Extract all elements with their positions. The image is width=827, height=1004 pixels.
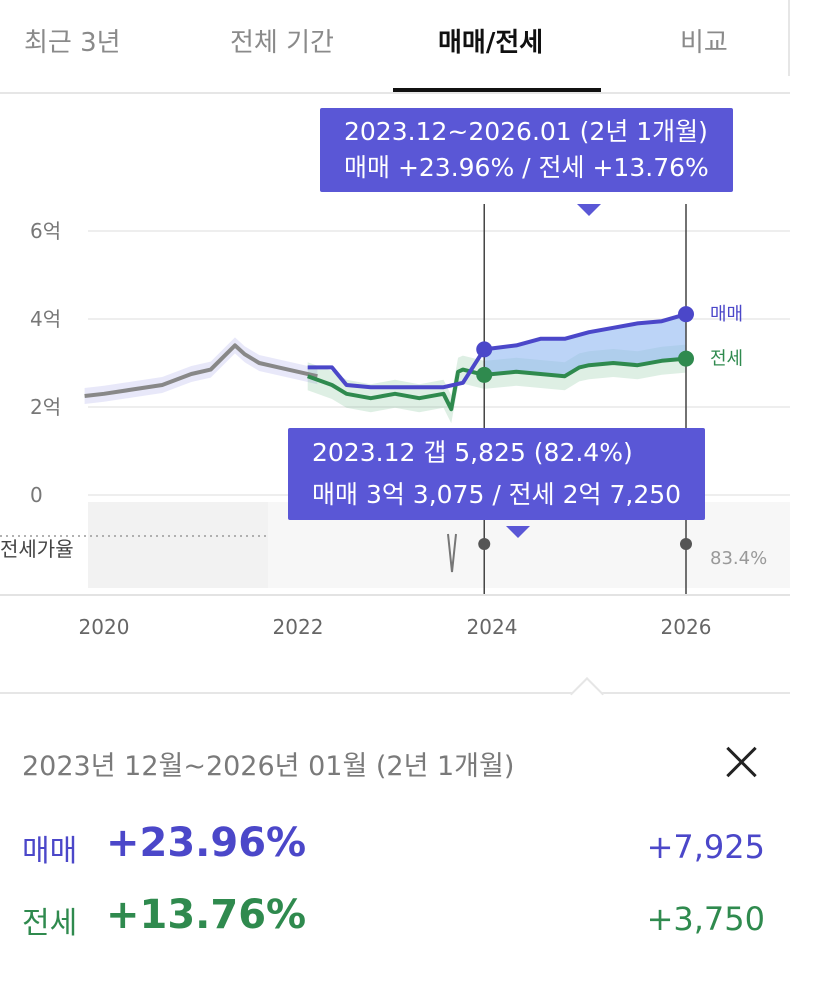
x-tick-label: 2024 <box>467 615 518 639</box>
jeonse-series-label: 전세 <box>710 349 743 370</box>
tab-all-periods[interactable]: 전체 기간 <box>230 28 334 58</box>
gap-tooltip-prices: 매매 3억 3,075 / 전세 2억 7,250 <box>312 480 682 509</box>
active-tab-indicator <box>393 88 601 92</box>
y-tick-label: 6억 <box>30 219 61 243</box>
history-line <box>84 343 318 398</box>
tab-compare[interactable]: 비교 <box>680 28 728 58</box>
sale-series-label: 매매 <box>710 304 743 325</box>
ratio-spike <box>447 533 457 573</box>
range-tooltip: 2023.12~2026.01 (2년 1개월) 매매 +23.96% / 전세… <box>320 108 733 192</box>
range-tooltip-arrow <box>577 204 601 216</box>
jeonse-line <box>307 356 687 412</box>
tab-recent-3-years[interactable]: 최근 3년 <box>24 28 121 58</box>
x-tick-label: 2020 <box>79 615 130 639</box>
y-tick-label: 0 <box>30 483 43 507</box>
jeonse-point-1 <box>678 350 694 367</box>
range-tooltip-period: 2023.12~2026.01 (2년 1개월) <box>344 117 708 146</box>
gap-tooltip-summary: 2023.12 갭 5,825 (82.4%) <box>312 438 633 467</box>
sale-point-0 <box>476 341 493 358</box>
ratio-point-1 <box>680 538 692 550</box>
jeonse-change-amount: +3,750 <box>646 900 765 938</box>
jeonse-change-percent: +13.76% <box>106 892 307 938</box>
gap-tooltip: 2023.12 갭 5,825 (82.4%) 매매 3억 3,075 / 전세… <box>288 428 706 520</box>
tab-sale-jeonse[interactable]: 매매/전세 <box>438 28 544 58</box>
gap-fill <box>484 314 686 377</box>
close-button[interactable] <box>720 740 764 784</box>
sale-label: 매매 <box>22 834 78 869</box>
jeonse-point-0 <box>476 366 493 383</box>
y-tick-label: 2억 <box>30 395 61 419</box>
ratio-band-left <box>88 502 268 588</box>
tab-divider <box>788 0 790 76</box>
y-tick-label: 4억 <box>30 307 61 331</box>
ratio-point-0 <box>478 538 491 550</box>
ratio-end-label: 83.4% <box>710 548 767 569</box>
x-tick-label: 2026 <box>661 615 712 639</box>
sale-change-percent: +23.96% <box>106 820 307 866</box>
sale-change-amount: +7,925 <box>646 828 765 866</box>
x-tick-label: 2022 <box>273 615 324 639</box>
range-tooltip-change: 매매 +23.96% / 전세 +13.76% <box>344 153 709 182</box>
period-tabs: 최근 3년 전체 기간 매매/전세 비교 <box>0 0 790 94</box>
selected-period: 2023년 12월~2026년 01월 (2년 1개월) <box>22 751 515 782</box>
jeonse-label: 전세 <box>22 906 78 941</box>
sale-point-1 <box>678 306 694 323</box>
ratio-label: 전세가율 <box>0 537 74 561</box>
section-divider <box>0 692 790 694</box>
gap-tooltip-arrow <box>506 526 530 538</box>
